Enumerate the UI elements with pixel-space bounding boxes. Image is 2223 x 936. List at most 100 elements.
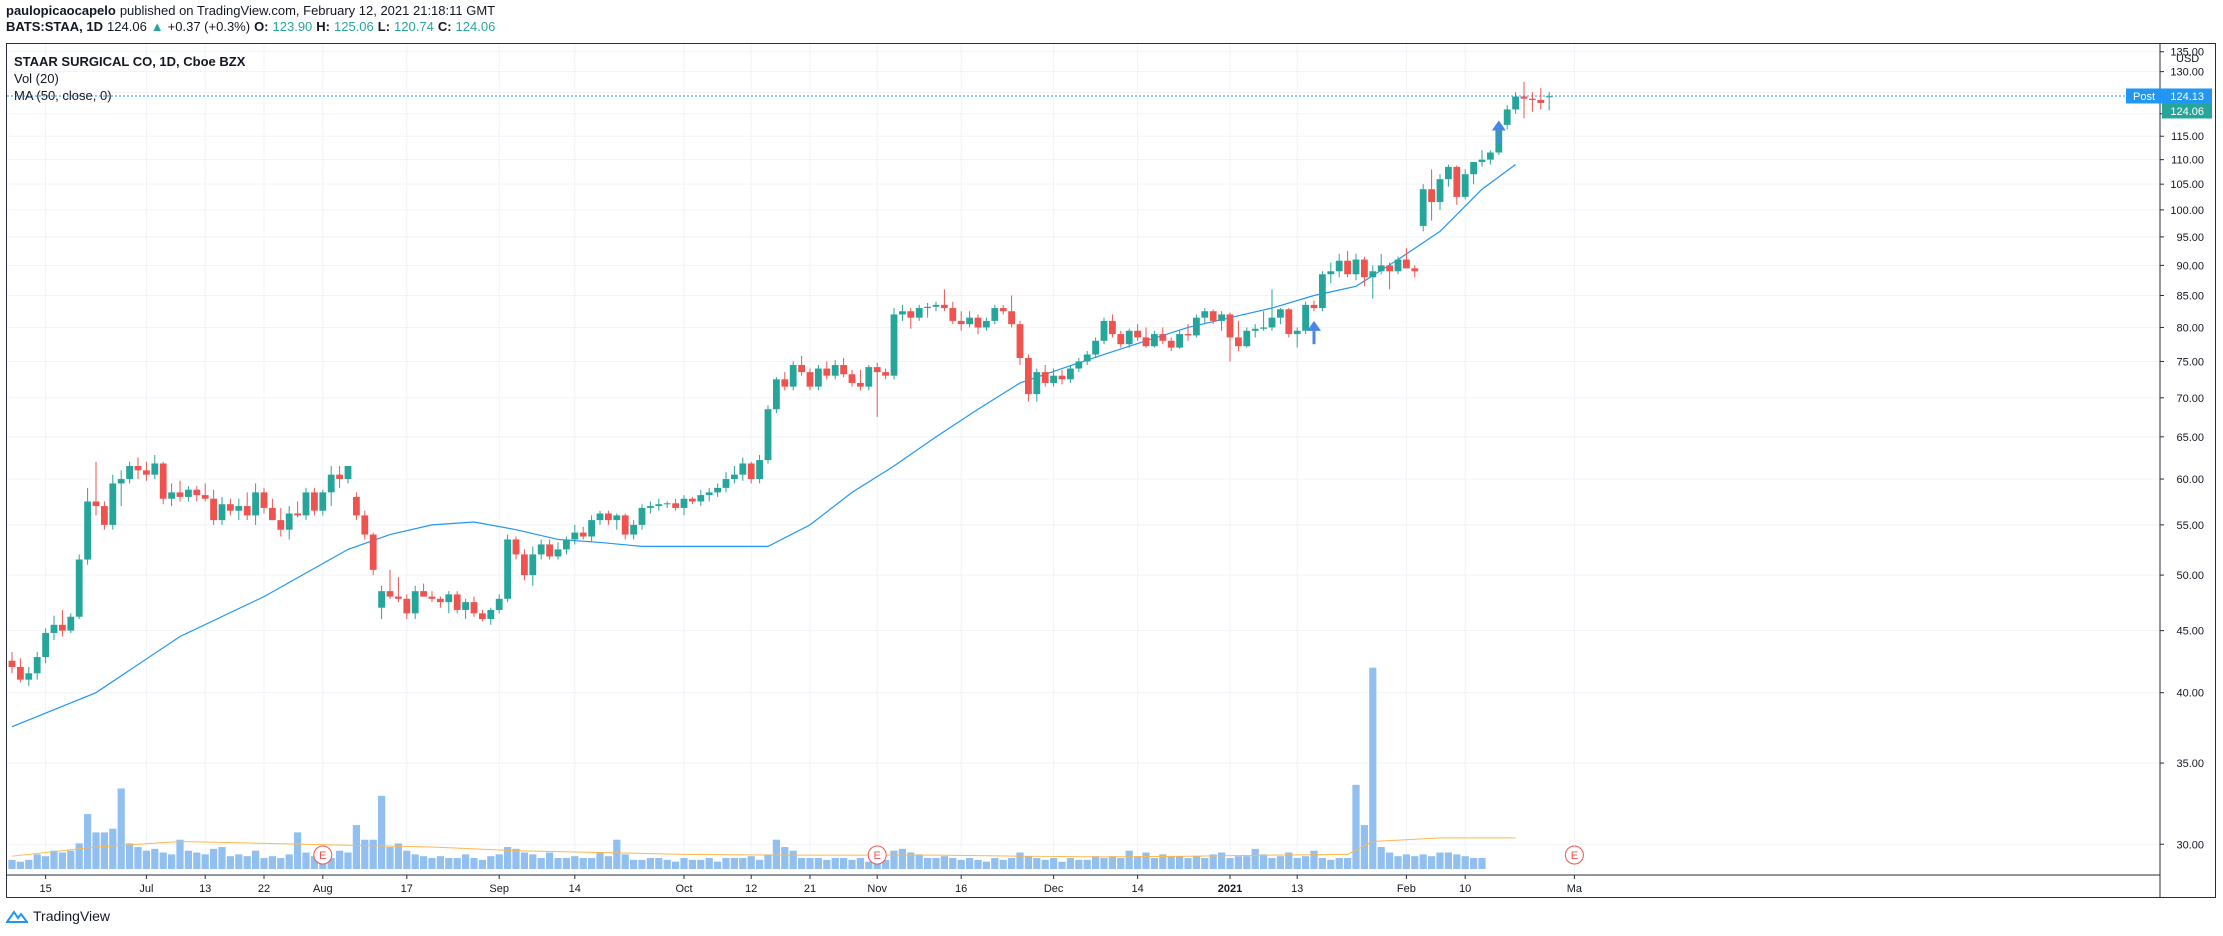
time-tick-label: 15 [39, 883, 51, 895]
volume-bar [823, 859, 831, 869]
volume-bar [1092, 856, 1100, 869]
time-tick-label: 10 [1459, 883, 1471, 895]
candle [8, 652, 16, 674]
volume-bar [428, 858, 436, 869]
candle-body [252, 492, 259, 516]
candle-body [1277, 309, 1284, 318]
publisher-name[interactable]: paulopicaocapelo [6, 3, 116, 18]
candle [159, 461, 167, 505]
candle [890, 308, 898, 380]
candle [1016, 320, 1024, 365]
candle-body [1487, 152, 1494, 160]
volume-bar [470, 858, 478, 869]
candle-body [353, 496, 360, 516]
footer-brand[interactable]: TradingView [6, 908, 110, 924]
candle-body [319, 492, 327, 511]
candle-body [991, 308, 999, 321]
volume-bar [42, 856, 50, 869]
volume-bar [310, 856, 318, 869]
candle-body [1386, 265, 1393, 272]
candle [235, 498, 243, 521]
chart-legend: STAAR SURGICAL CO, 1D, Cboe BZX Vol (20)… [14, 53, 245, 104]
candle [42, 628, 49, 664]
price-tick-label: 35.00 [2176, 758, 2204, 770]
earnings-marker-icon[interactable]: E [1564, 845, 1584, 865]
candle [1478, 150, 1486, 167]
volume-bar [352, 825, 360, 869]
candle [1151, 330, 1158, 348]
candle [1176, 330, 1183, 349]
volume-bar [168, 854, 176, 869]
earnings-marker-icon[interactable]: E [867, 845, 887, 865]
candle-body [59, 624, 66, 631]
candle [579, 526, 587, 540]
earnings-marker-icon[interactable]: E [313, 845, 333, 865]
time-tick-label: Nov [867, 883, 887, 895]
candle-body [50, 624, 58, 633]
chart-frame [6, 43, 2216, 898]
candle-body [1041, 372, 1049, 383]
candle-body [865, 367, 873, 387]
candle [571, 524, 579, 545]
candle [680, 495, 688, 516]
candle-body [999, 308, 1007, 312]
candle [1008, 295, 1015, 328]
published-text: published on TradingView.com, February 1… [119, 3, 496, 18]
candle-body [621, 515, 629, 535]
candle [1411, 265, 1419, 278]
candle [1327, 262, 1335, 284]
candle [378, 585, 385, 620]
candle [1545, 92, 1553, 111]
candle [353, 492, 360, 521]
currency-label[interactable]: USD [2176, 53, 2199, 65]
candle-body [1100, 320, 1108, 341]
volume-bar [1075, 859, 1083, 869]
candle-body [84, 501, 91, 560]
price-tick-label: 110.00 [2171, 155, 2204, 167]
time-tick-label: Dec [1044, 883, 1064, 895]
candle-body [33, 657, 41, 674]
candle [1050, 368, 1057, 387]
volume-bar [58, 852, 66, 869]
volume-bar [210, 848, 218, 869]
candle-body [1302, 304, 1309, 331]
candle [1537, 88, 1545, 110]
candle-body [159, 463, 167, 499]
legend-ma[interactable]: MA (50, close, 0) [14, 88, 112, 103]
candle [1058, 369, 1066, 385]
candle [756, 455, 763, 484]
volume-bar [579, 858, 587, 869]
candle-body [428, 596, 436, 599]
volume-bar [604, 856, 612, 869]
legend-title[interactable]: STAAR SURGICAL CO, 1D, Cboe BZX [14, 54, 246, 69]
candle [1033, 368, 1041, 402]
candle-body [966, 317, 973, 325]
volume-bar [1419, 854, 1427, 869]
volume-bar [1260, 854, 1268, 869]
volume-bar [663, 859, 671, 869]
candle [1335, 253, 1343, 278]
candle-body [185, 489, 192, 497]
volume-bar [1386, 852, 1394, 869]
open-label: O: [254, 19, 269, 34]
volume-bar [8, 859, 16, 869]
candle-body [1411, 268, 1419, 272]
volume-bar [747, 856, 755, 869]
volume-bar [243, 856, 251, 869]
close-label: C: [437, 19, 452, 34]
volume-bar [546, 852, 554, 869]
volume-bar [235, 854, 243, 869]
candle [966, 311, 973, 328]
candle [17, 658, 24, 683]
candle [386, 569, 394, 599]
volume-bar [1083, 859, 1091, 869]
legend-volume[interactable]: Vol (20) [14, 71, 59, 86]
candle [857, 369, 864, 391]
volume-ma-line [11, 837, 1516, 858]
candle [101, 501, 108, 530]
candle-body [613, 515, 621, 521]
candle [1403, 248, 1410, 269]
volume-bar [1184, 858, 1192, 869]
